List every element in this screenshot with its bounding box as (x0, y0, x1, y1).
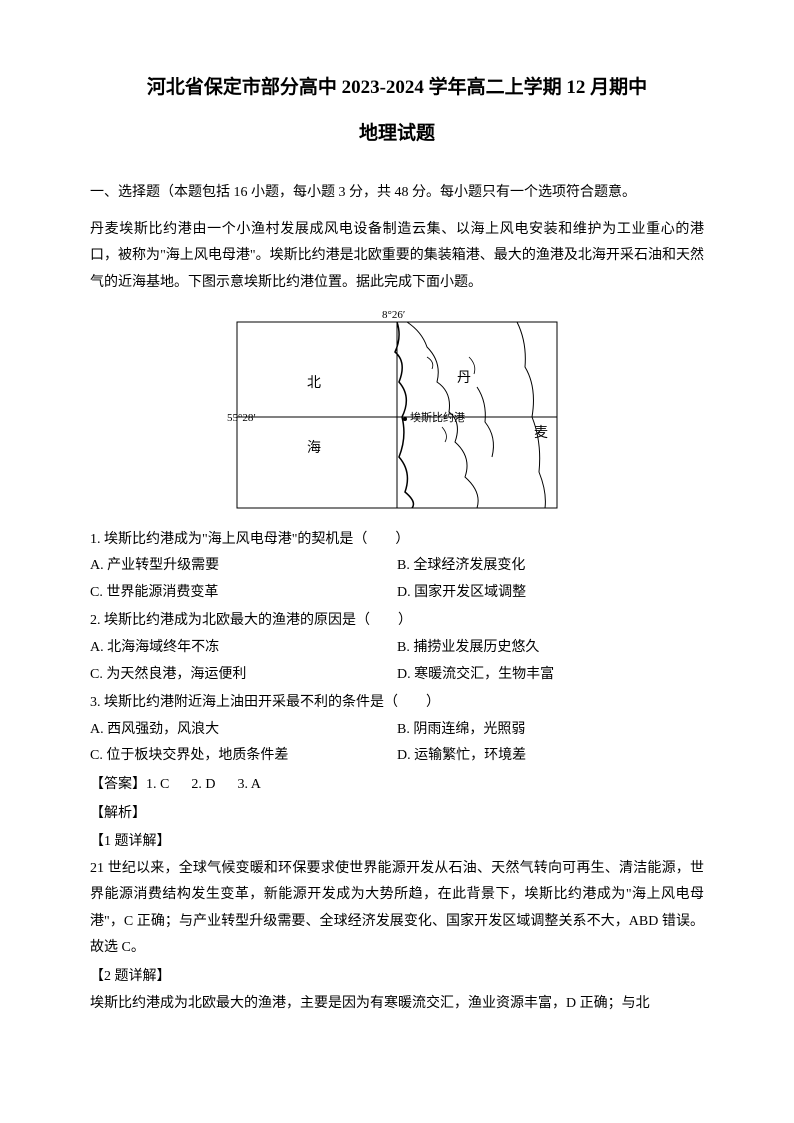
answer-3: 3. A (237, 777, 260, 792)
answer-2: 2. D (191, 777, 215, 792)
option-3b: B. 阴雨连绵，光照弱 (397, 717, 704, 744)
map-diagram: 8°26′ 55°28′ 北 海 丹 埃斯比约港 麦 (227, 307, 567, 517)
analysis-q1-header: 【1 题详解】 (90, 829, 704, 856)
analysis-q2-header: 【2 题详解】 (90, 964, 704, 991)
analysis-q2-text: 埃斯比约港成为北欧最大的渔港，主要是因为有寒暖流交汇，渔业资源丰富，D 正确；与… (90, 991, 704, 1018)
option-3a: A. 西风强劲，风浪大 (90, 717, 397, 744)
option-3d: D. 运输繁忙，环境差 (397, 743, 704, 770)
option-1a: A. 产业转型升级需要 (90, 553, 397, 580)
option-2b: B. 捕捞业发展历史悠久 (397, 635, 704, 662)
analysis-q1-text: 21 世纪以来，全球气候变暖和环保要求使世界能源开发从石油、天然气转向可再生、清… (90, 856, 704, 962)
analysis-header: 【解析】 (90, 801, 704, 828)
option-2a: A. 北海海域终年不冻 (90, 635, 397, 662)
option-1d: D. 国家开发区域调整 (397, 580, 704, 607)
option-3c: C. 位于板块交界处，地质条件差 (90, 743, 397, 770)
label-sea: 海 (307, 440, 321, 456)
label-sweden: 麦 (534, 425, 548, 441)
label-port: 埃斯比约港 (410, 410, 465, 424)
label-denmark: 丹 (457, 371, 471, 386)
coord-top-label: 8°26′ (382, 309, 405, 321)
passage-text: 丹麦埃斯比约港由一个小渔村发展成风电设备制造云集、以海上风电安装和维护为工业重心… (90, 217, 704, 297)
question-2-stem: 2. 埃斯比约港成为北欧最大的渔港的原因是（ ） (90, 608, 704, 635)
coord-left-label: 55°28′ (227, 412, 256, 424)
question-1-stem: 1. 埃斯比约港成为"海上风电母港"的契机是（ ） (90, 527, 704, 554)
question-3-options: A. 西风强劲，风浪大 B. 阴雨连绵，光照弱 C. 位于板块交界处，地质条件差… (90, 717, 704, 770)
option-1b: B. 全球经济发展变化 (397, 553, 704, 580)
answers-line: 【答案】1. C 2. D 3. A (90, 772, 704, 799)
option-2c: C. 为天然良港，海运便利 (90, 662, 397, 689)
question-3-stem: 3. 埃斯比约港附近海上油田开采最不利的条件是（ ） (90, 690, 704, 717)
question-2-options: A. 北海海域终年不冻 B. 捕捞业发展历史悠久 C. 为天然良港，海运便利 D… (90, 635, 704, 688)
question-1-options: A. 产业转型升级需要 B. 全球经济发展变化 C. 世界能源消费变革 D. 国… (90, 553, 704, 606)
page-title-line2: 地理试题 (90, 116, 704, 152)
answer-1: 1. C (146, 777, 169, 792)
option-2d: D. 寒暖流交汇，生物丰富 (397, 662, 704, 689)
label-north: 北 (307, 375, 321, 391)
option-1c: C. 世界能源消费变革 (90, 580, 397, 607)
answer-prefix: 【答案】 (90, 777, 146, 792)
page-title-line1: 河北省保定市部分高中 2023-2024 学年高二上学期 12 月期中 (90, 70, 704, 106)
section-header: 一、选择题（本题包括 16 小题，每小题 3 分，共 48 分。每小题只有一个选… (90, 180, 704, 207)
